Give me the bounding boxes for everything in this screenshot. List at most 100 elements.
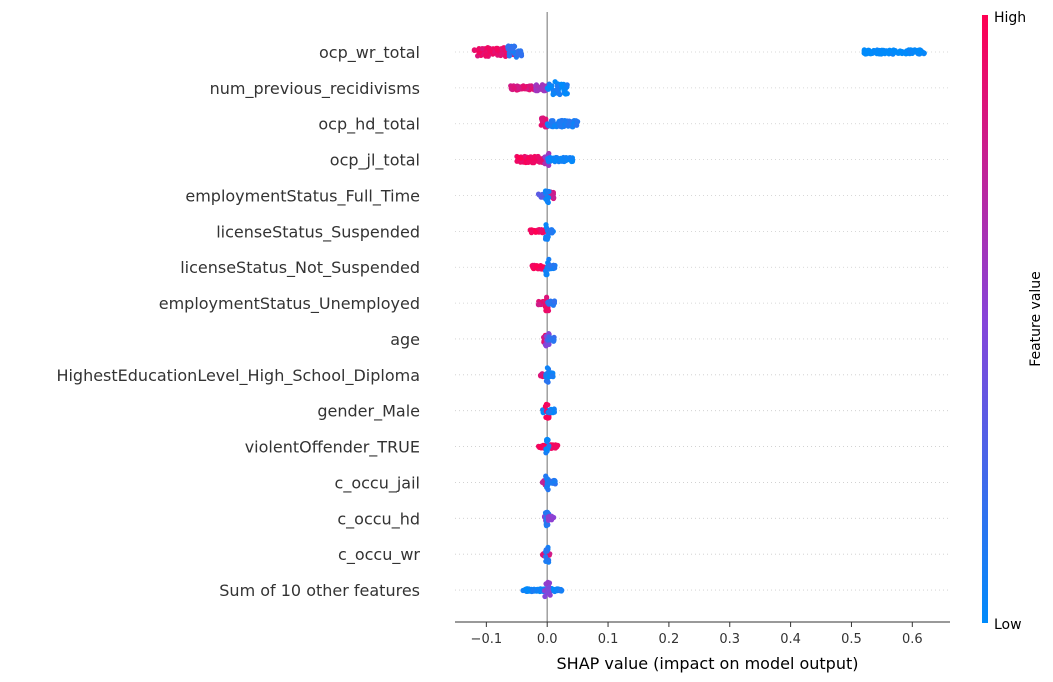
data-point xyxy=(569,158,575,165)
data-point xyxy=(548,121,554,128)
data-point xyxy=(511,85,517,91)
data-point xyxy=(551,338,557,344)
x-tick-label: 0.5 xyxy=(841,632,862,647)
x-tick-label: 0.2 xyxy=(659,632,680,647)
data-point xyxy=(505,43,511,49)
data-point xyxy=(551,299,557,305)
colorbar-high-label: High xyxy=(994,10,1026,26)
data-point xyxy=(471,47,477,53)
feature-label: gender_Male xyxy=(317,402,420,422)
data-point xyxy=(538,263,544,269)
data-point xyxy=(544,436,550,442)
data-point xyxy=(530,588,536,594)
data-point xyxy=(543,473,549,479)
data-point xyxy=(861,47,867,53)
data-point xyxy=(891,50,897,56)
data-point xyxy=(896,50,902,56)
data-point xyxy=(539,85,545,91)
data-point xyxy=(544,365,551,371)
feature-label: licenseStatus_Not_Suspended xyxy=(180,258,420,278)
data-point xyxy=(518,48,524,54)
feature-label: employmentStatus_Unemployed xyxy=(159,294,420,314)
data-point xyxy=(903,51,909,57)
data-point xyxy=(522,84,528,90)
x-tick-label: 0.0 xyxy=(537,632,558,647)
data-point xyxy=(545,299,551,306)
data-point xyxy=(552,445,559,451)
data-point xyxy=(518,155,524,161)
data-point xyxy=(510,45,516,52)
x-axis-title: SHAP value (impact on model output) xyxy=(557,654,859,673)
data-point xyxy=(543,446,549,452)
data-point xyxy=(552,158,558,164)
feature-label: ocp_hd_total xyxy=(318,115,420,135)
x-tick-label: 0.1 xyxy=(598,632,619,647)
feature-labels: ocp_wr_total num_previous_recidivisms ocp_… xyxy=(56,43,420,600)
data-point xyxy=(533,263,540,269)
data-point xyxy=(544,481,550,487)
feature-label: c_occu_jail xyxy=(335,473,420,493)
data-point xyxy=(545,402,551,408)
data-point xyxy=(537,444,543,450)
data-point xyxy=(486,46,492,52)
data-point xyxy=(552,265,558,271)
data-point xyxy=(539,118,545,124)
data-point xyxy=(476,49,482,56)
data-point xyxy=(535,154,541,160)
data-point xyxy=(484,52,490,58)
data-point xyxy=(885,50,891,56)
data-point xyxy=(551,479,558,485)
feature-label: ocp_jl_total xyxy=(330,151,420,171)
data-point xyxy=(543,558,549,564)
data-point xyxy=(545,514,552,521)
data-point xyxy=(543,196,549,202)
feature-label: c_occu_hd xyxy=(337,509,420,529)
x-tick-label: 0.3 xyxy=(719,632,740,647)
data-point xyxy=(544,188,551,194)
colorbar-low-label: Low xyxy=(994,617,1022,633)
data-point xyxy=(544,294,550,300)
feature-label: c_occu_wr xyxy=(338,545,420,565)
feature-label: age xyxy=(390,330,420,349)
feature-label: employmentStatus_Full_Time xyxy=(185,186,420,206)
data-point xyxy=(556,121,562,127)
data-points xyxy=(471,43,927,600)
data-point xyxy=(864,51,870,57)
data-point xyxy=(518,53,525,59)
data-point xyxy=(536,301,542,308)
data-point xyxy=(544,236,551,242)
data-point xyxy=(479,46,485,52)
data-point xyxy=(549,228,555,234)
data-point xyxy=(554,83,561,89)
row-gridlines xyxy=(455,51,950,591)
data-point xyxy=(575,119,581,125)
data-point xyxy=(559,82,565,88)
data-point xyxy=(871,48,877,54)
data-point xyxy=(556,91,562,97)
data-point xyxy=(543,222,549,228)
data-point xyxy=(528,229,535,235)
data-point xyxy=(546,415,552,421)
data-point xyxy=(546,85,552,91)
data-point xyxy=(533,229,539,235)
data-point xyxy=(545,579,551,586)
colorbar-title: Feature value xyxy=(1028,271,1044,367)
data-point xyxy=(545,587,552,593)
data-point xyxy=(506,53,513,59)
data-point xyxy=(547,263,553,269)
data-point xyxy=(565,122,572,128)
data-point xyxy=(543,271,549,277)
colorbar-gradient xyxy=(982,15,988,623)
data-point xyxy=(916,47,923,53)
data-point xyxy=(536,192,542,198)
data-point xyxy=(527,83,533,89)
data-point xyxy=(538,227,544,233)
data-point xyxy=(545,156,551,162)
data-point xyxy=(499,51,505,57)
data-point xyxy=(526,159,532,165)
data-point xyxy=(544,521,551,527)
x-axis: −0.1 0.0 0.1 0.2 0.3 0.4 0.5 0.6 xyxy=(455,621,950,647)
data-point xyxy=(560,157,566,163)
data-point xyxy=(551,123,558,129)
